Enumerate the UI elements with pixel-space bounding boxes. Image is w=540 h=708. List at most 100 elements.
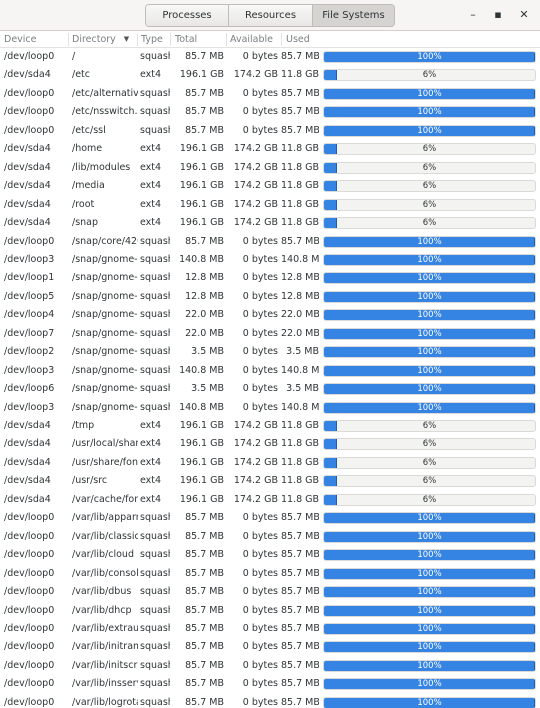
- table-row[interactable]: /dev/loop0/var/lib/logrotatesquashfs 85.7…: [0, 694, 540, 708]
- total-cell: 85.7 MB: [185, 659, 224, 671]
- usage-progress-bar: 100%: [323, 235, 536, 248]
- type-cell: squashfs: [140, 696, 170, 708]
- available-cell: 0 bytes: [242, 346, 278, 358]
- table-row[interactable]: /dev/loop0/etc/nsswitch.confsquashfs 85.7…: [0, 103, 540, 121]
- directory-cell: /var/lib/dhcp: [72, 604, 132, 616]
- used-cell: 3.5 MB: [286, 346, 319, 358]
- available-cell: 0 bytes: [242, 253, 278, 265]
- device-cell: /dev/loop0: [4, 567, 55, 579]
- table-row[interactable]: /dev/loop0/var/lib/initramfssquashfs 85.7…: [0, 638, 540, 656]
- table-row[interactable]: /dev/sda4/snap ext4 196.1 GB 174.2 GB 11.8 G…: [0, 214, 540, 232]
- tab-file-systems[interactable]: File Systems: [313, 5, 394, 26]
- tab-resources[interactable]: Resources: [229, 5, 313, 26]
- tab-processes[interactable]: Processes: [146, 5, 229, 26]
- table-row[interactable]: /dev/sda4/usr/share/fontsext4 196.1 GB 174…: [0, 454, 540, 472]
- directory-cell: /snap/core/420: [72, 235, 138, 247]
- usage-progress-fill: [324, 291, 535, 302]
- type-cell: squashfs: [140, 659, 170, 671]
- usage-percent-label: 100%: [417, 291, 442, 302]
- table-row[interactable]: /dev/loop0/snap/core/420squashfs85.7 MB0…: [0, 233, 540, 251]
- table-row[interactable]: /dev/loop0/var/lib/extrauserssquashfs 85.…: [0, 620, 540, 638]
- used-cell: 11.8 GB: [281, 217, 319, 229]
- column-header-used[interactable]: Used: [286, 34, 310, 45]
- total-cell: 3.5 MB: [191, 346, 224, 358]
- usage-percent-label: 100%: [417, 550, 442, 561]
- table-row[interactable]: /dev/loop0/var/lib/consolesquashfs 85.7 M…: [0, 565, 540, 583]
- table-row[interactable]: /dev/sda4/root ext4 196.1 GB 174.2 GB 11.8 G…: [0, 196, 540, 214]
- table-row[interactable]: /dev/sda4/media ext4 196.1 GB 174.2 GB 11.8 …: [0, 177, 540, 195]
- table-row[interactable]: /dev/loop0/etc/sslsquashfs85.7 MB0 bytes…: [0, 122, 540, 140]
- minimize-icon[interactable]: –: [470, 8, 476, 21]
- table-row[interactable]: /dev/sda4/usr/src ext4 196.1 GB 174.2 GB 11.…: [0, 472, 540, 490]
- available-cell: 0 bytes: [242, 622, 278, 634]
- used-cell: 140.8 MB: [281, 401, 319, 413]
- directory-cell: /etc: [72, 69, 90, 81]
- directory-cell: /etc/ssl: [72, 124, 106, 136]
- total-cell: 196.1 GB: [179, 69, 224, 81]
- used-cell: 140.8 MB: [281, 253, 319, 265]
- usage-percent-label: 100%: [417, 273, 442, 284]
- directory-cell: /lib/modules: [72, 161, 131, 173]
- usage-progress-bar: 100%: [323, 87, 536, 100]
- usage-progress-bar: 100%: [323, 622, 536, 635]
- usage-progress-bar: 100%: [323, 272, 536, 285]
- table-row[interactable]: /dev/sda4/etc ext4 196.1 GB 174.2 GB 11.8 GB…: [0, 66, 540, 84]
- table-row[interactable]: /dev/loop0/var/lib/cloudsquashfs85.7 MB0…: [0, 546, 540, 564]
- total-cell: 196.1 GB: [179, 420, 224, 431]
- usage-progress-bar: 100%: [323, 604, 536, 617]
- table-row[interactable]: /dev/loop0/var/lib/dbussquashfs85.7 MB0 …: [0, 583, 540, 601]
- table-row[interactable]: /dev/sda4/lib/modules ext4 196.1 GB 174.2 G…: [0, 159, 540, 177]
- table-row[interactable]: /dev/sda4/tmp ext4 196.1 GB 174.2 GB 11.8 GB…: [0, 417, 540, 435]
- table-row[interactable]: /dev/loop2/snap/gnome-ssquashfs 3.5 MB 0 b…: [0, 343, 540, 361]
- usage-progress-bar: 100%: [323, 290, 536, 303]
- column-header-total[interactable]: Total: [175, 34, 198, 45]
- available-cell: 0 bytes: [242, 106, 278, 118]
- device-cell: /dev/sda4: [4, 161, 51, 173]
- used-cell: 11.8 GB: [281, 180, 319, 192]
- usage-progress-fill: [324, 181, 337, 192]
- table-row[interactable]: /dev/loop6/snap/gnome-ssquashfs 3.5 MB 0 b…: [0, 380, 540, 398]
- device-cell: /dev/loop0: [4, 549, 55, 561]
- total-cell: 85.7 MB: [185, 604, 224, 616]
- table-row[interactable]: /dev/sda4/home ext4 196.1 GB 174.2 GB 11.8 G…: [0, 140, 540, 158]
- table-row[interactable]: /dev/loop3/snap/gnome-3squashfs140.8 MB0…: [0, 251, 540, 269]
- table-row[interactable]: /dev/loop0/var/lib/apparmorsquashfs 85.7 …: [0, 509, 540, 527]
- column-header-device[interactable]: Device: [4, 34, 37, 45]
- available-cell: 0 bytes: [242, 401, 278, 413]
- usage-progress-fill: [324, 679, 535, 690]
- close-icon[interactable]: ✕: [519, 8, 529, 21]
- table-row[interactable]: /dev/loop0/var/lib/initscriptssquashfs 85…: [0, 657, 540, 675]
- type-cell: squashfs: [140, 272, 170, 284]
- device-cell: /dev/sda4: [4, 475, 51, 487]
- available-cell: 0 bytes: [242, 87, 278, 99]
- usage-progress-bar: 6%: [323, 493, 536, 506]
- column-header-directory[interactable]: Directory ▼: [72, 31, 136, 48]
- maximize-icon[interactable]: ▪: [494, 8, 502, 21]
- usage-progress-fill: [324, 254, 535, 265]
- usage-percent-label: 6%: [422, 162, 437, 173]
- table-row[interactable]: /dev/loop7/snap/gnome-lsquashfs22.0 MB0 …: [0, 325, 540, 343]
- table-row[interactable]: /dev/loop0/var/lib/dhcpsquashfs85.7 MB0 …: [0, 602, 540, 620]
- available-cell: 0 bytes: [242, 327, 278, 339]
- table-row[interactable]: /dev/loop0/var/lib/classicsquashfs 85.7 M…: [0, 528, 540, 546]
- table-row[interactable]: /dev/loop3/snap/gnome-ssquashfs140.8 MB0…: [0, 362, 540, 380]
- usage-percent-label: 100%: [417, 513, 442, 524]
- table-row[interactable]: /dev/loop1/snap/gnome-csquashfs12.8 MB0 …: [0, 269, 540, 287]
- column-header-available[interactable]: Available: [230, 34, 274, 45]
- table-row[interactable]: /dev/loop0/var/lib/insservsquashfs 85.7 M…: [0, 675, 540, 693]
- table-row[interactable]: /dev/sda4/usr/local/share ext4 196.1 GB 174…: [0, 435, 540, 453]
- usage-percent-label: 100%: [417, 125, 442, 136]
- table-row[interactable]: /dev/loop0/etc/alternativessquashfs 85.7 …: [0, 85, 540, 103]
- table-row[interactable]: /dev/loop4/snap/gnome-lsquashfs22.0 MB0 …: [0, 306, 540, 324]
- table-row[interactable]: /dev/loop3/snap/gnome-ssquashfs140.8 MB0…: [0, 399, 540, 417]
- type-cell: squashfs: [140, 641, 170, 653]
- column-header-type[interactable]: Type: [141, 34, 163, 45]
- table-row[interactable]: /dev/sda4/var/cache/fontconfigext4 196.1 …: [0, 491, 540, 509]
- usage-progress-fill: [324, 513, 535, 524]
- usage-percent-label: 100%: [417, 587, 442, 598]
- table-row[interactable]: /dev/loop5/snap/gnome-csquashfs12.8 MB0 …: [0, 288, 540, 306]
- device-cell: /dev/loop0: [4, 641, 55, 653]
- available-cell: 174.2 GB: [233, 161, 278, 173]
